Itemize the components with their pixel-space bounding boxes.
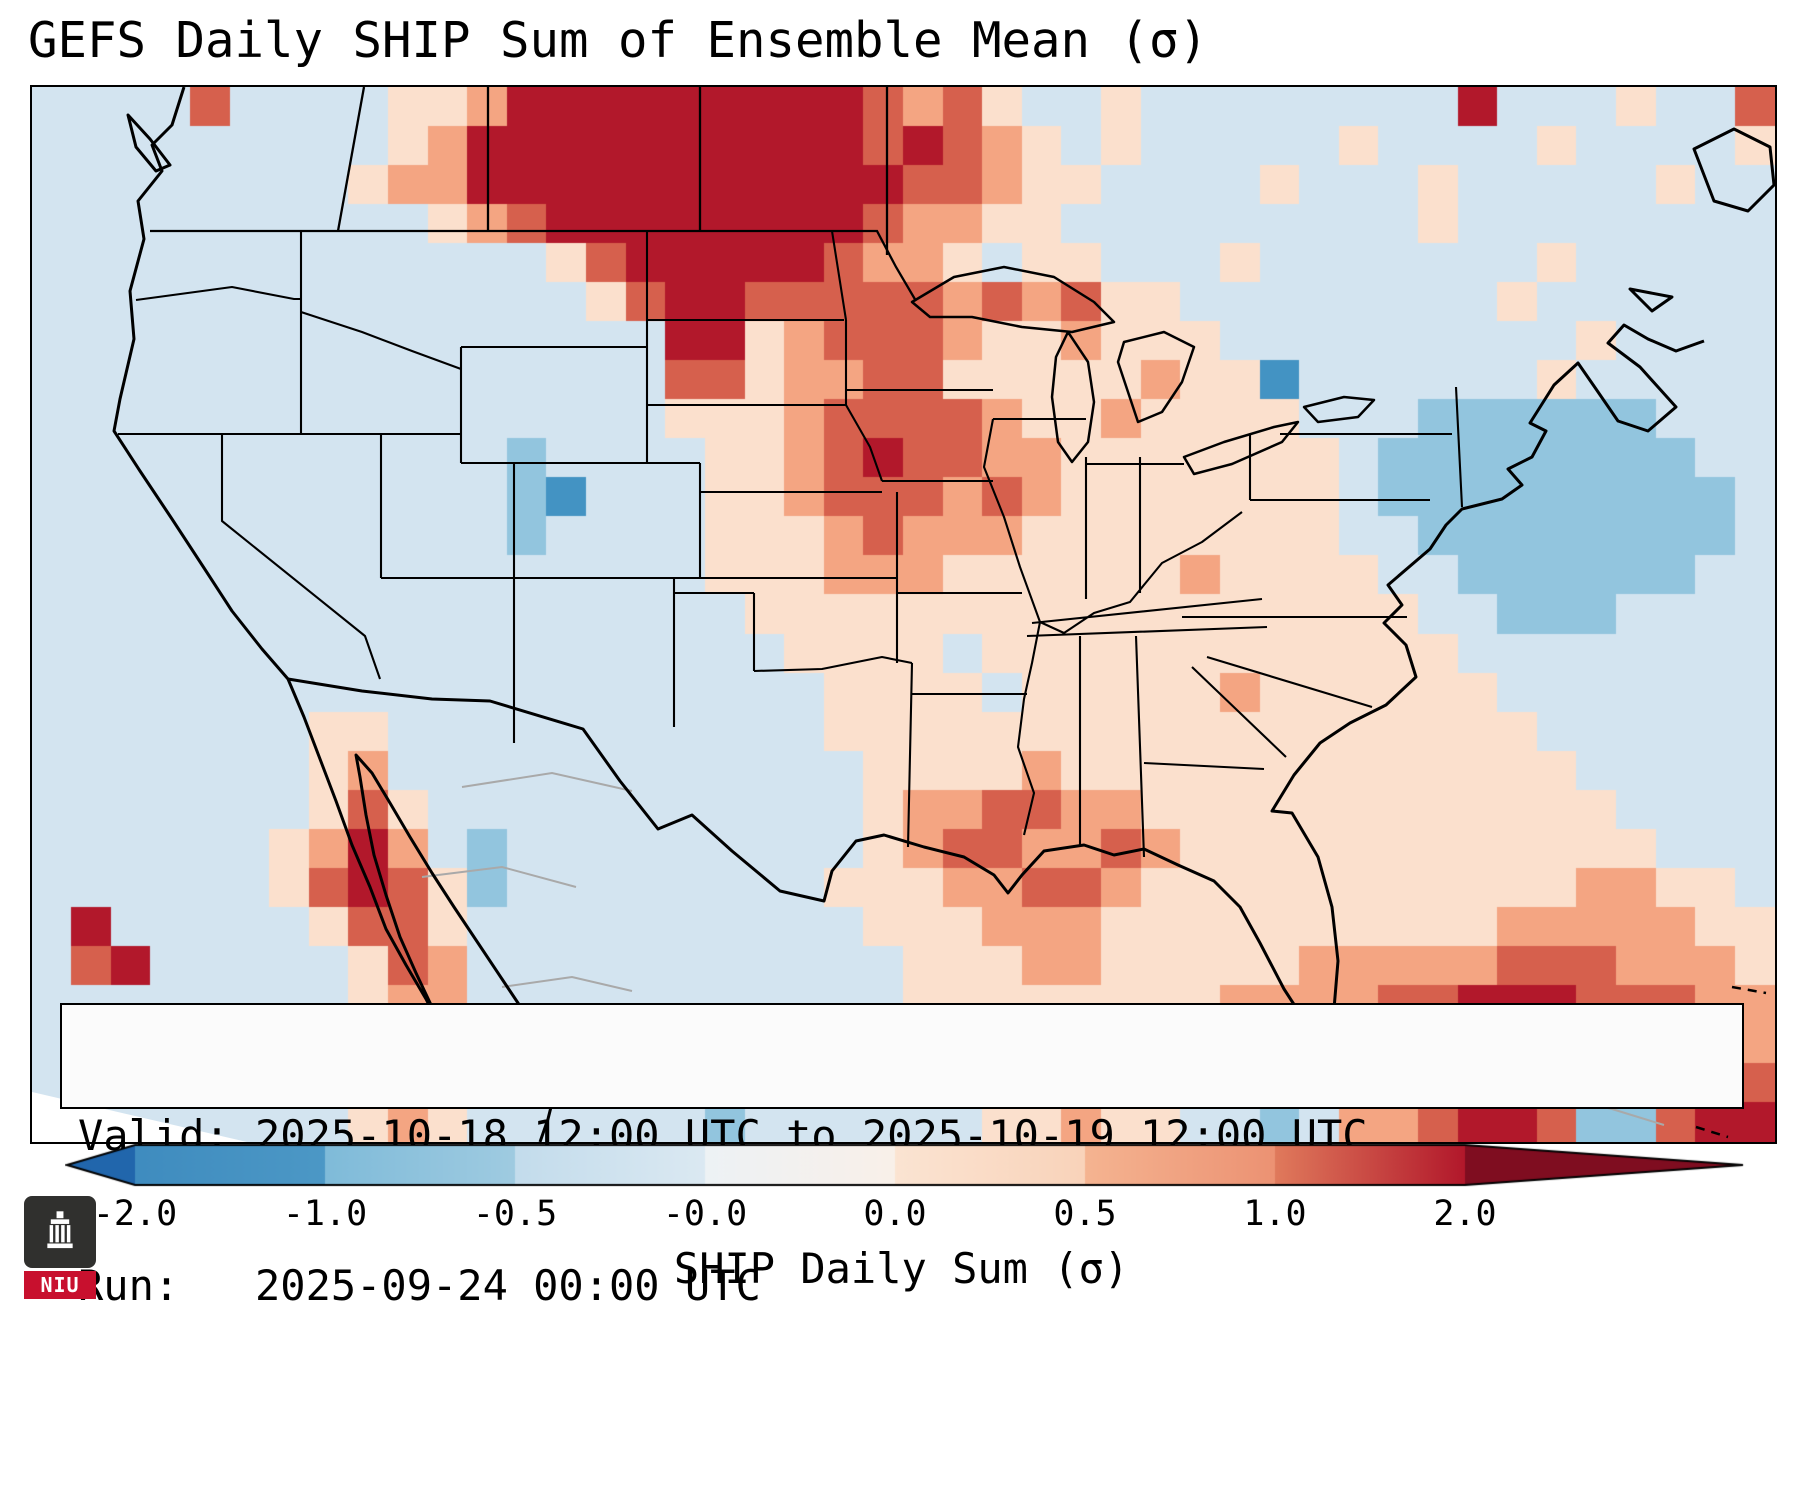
niu-logo-text: NIU <box>24 1271 96 1299</box>
niu-tower-icon <box>24 1196 96 1268</box>
colorbar-tick: 1.0 <box>1243 1194 1307 1234</box>
map-area: Valid: 2025-10-18 12:00 UTC to 2025-10-1… <box>30 85 1777 1310</box>
figure-title: GEFS Daily SHIP Sum of Ensemble Mean (σ) <box>28 12 1209 69</box>
niu-logo: NIU <box>24 1196 96 1299</box>
colorbar-label: SHIP Daily Sum (σ) <box>673 1244 1130 1293</box>
colorbar-tick: 2.0 <box>1433 1194 1497 1234</box>
colorbar-tick: -2.0 <box>92 1194 178 1234</box>
colorbar-tick: -0.0 <box>662 1194 748 1234</box>
colorbar-tick: 0.0 <box>863 1194 927 1234</box>
colorbar <box>65 1141 1745 1189</box>
validity-info-box: Valid: 2025-10-18 12:00 UTC to 2025-10-1… <box>60 1003 1744 1310</box>
colorbar-tick: -0.5 <box>472 1194 558 1234</box>
colorbar-tick: -1.0 <box>282 1194 368 1234</box>
colorbar-tick: 0.5 <box>1053 1194 1117 1234</box>
colorbar-ticks: -2.0 -1.0 -0.5 -0.0 0.0 0.5 1.0 2.0 <box>65 1194 1745 1236</box>
heatmap-canvas <box>32 87 1775 1142</box>
colorbar-canvas <box>65 1141 1745 1189</box>
